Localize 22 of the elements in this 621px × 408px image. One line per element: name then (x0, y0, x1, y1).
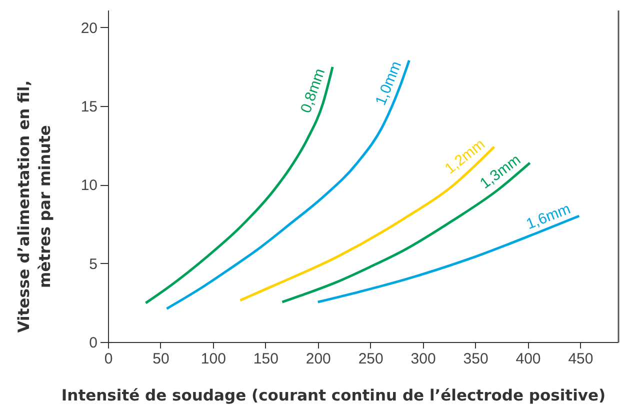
x-tick-label: 300 (410, 350, 436, 368)
x-tick-label: 250 (358, 350, 384, 368)
x-tick-label: 0 (104, 350, 113, 368)
line-series (166, 59, 410, 310)
text: 1,6mm (524, 200, 573, 233)
text: 0,8mm (298, 66, 329, 116)
x-tick-label: 150 (253, 350, 278, 368)
x-tick-label: 350 (463, 350, 488, 368)
x-tick-label: 400 (516, 350, 541, 368)
y-tick-label: 5 (89, 256, 98, 273)
x-tick-label: 100 (200, 350, 226, 368)
x-tick-label: 50 (152, 350, 170, 368)
x-tick-label: 450 (568, 350, 594, 368)
y-tick-label: 10 (80, 177, 98, 194)
text: 1,0mm (372, 58, 406, 108)
x-axis-title: Intensité de soudage (courant continu de l’électrode positive) (61, 386, 606, 404)
x-tick-label: 200 (306, 350, 331, 368)
y-axis-title: Vitesse d’alimentation en fil, mètres par minute (14, 80, 54, 333)
y-tick-label: 15 (80, 98, 98, 116)
y-tick-label: 20 (80, 20, 98, 37)
y-tick-label: 0 (89, 334, 98, 352)
line-series (144, 66, 334, 304)
